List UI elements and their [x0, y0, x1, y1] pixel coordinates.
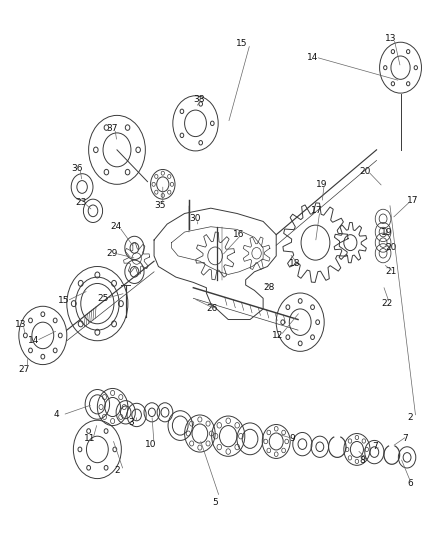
Text: 18: 18 — [289, 260, 300, 268]
Text: 15: 15 — [235, 39, 247, 49]
Text: 7: 7 — [402, 434, 407, 443]
Text: 21: 21 — [385, 268, 396, 276]
Text: 2: 2 — [115, 466, 120, 475]
Text: 38: 38 — [193, 95, 205, 104]
Text: 15: 15 — [58, 296, 70, 305]
Text: 13: 13 — [14, 320, 26, 329]
Text: 3: 3 — [127, 418, 133, 427]
Text: 20: 20 — [385, 244, 396, 253]
Text: 17: 17 — [406, 196, 417, 205]
Text: 11: 11 — [84, 434, 95, 443]
Text: 19: 19 — [380, 228, 392, 237]
Text: 37: 37 — [106, 124, 117, 133]
Text: 2: 2 — [406, 413, 412, 422]
Text: 4: 4 — [53, 410, 59, 419]
Text: 19: 19 — [315, 180, 326, 189]
Text: 5: 5 — [212, 498, 218, 507]
Text: 13: 13 — [385, 34, 396, 43]
Text: 12: 12 — [271, 331, 283, 340]
Text: 29: 29 — [106, 249, 117, 258]
Text: 14: 14 — [306, 53, 318, 62]
Text: 10: 10 — [145, 440, 156, 449]
Text: 24: 24 — [110, 222, 121, 231]
Text: 28: 28 — [262, 283, 274, 292]
Text: 9: 9 — [289, 434, 294, 443]
Text: 26: 26 — [206, 304, 217, 313]
Text: 30: 30 — [188, 214, 200, 223]
Text: 25: 25 — [97, 294, 109, 303]
Text: 27: 27 — [19, 366, 30, 374]
Text: 16: 16 — [232, 230, 244, 239]
Text: 14: 14 — [28, 336, 39, 345]
Text: 6: 6 — [406, 479, 412, 488]
Text: 17: 17 — [311, 206, 322, 215]
Text: 36: 36 — [71, 164, 82, 173]
Text: 7: 7 — [371, 442, 377, 451]
Text: 23: 23 — [75, 198, 87, 207]
Text: 8: 8 — [358, 456, 364, 465]
Text: 22: 22 — [380, 299, 391, 308]
Text: 20: 20 — [358, 166, 370, 175]
Text: 35: 35 — [154, 201, 165, 210]
